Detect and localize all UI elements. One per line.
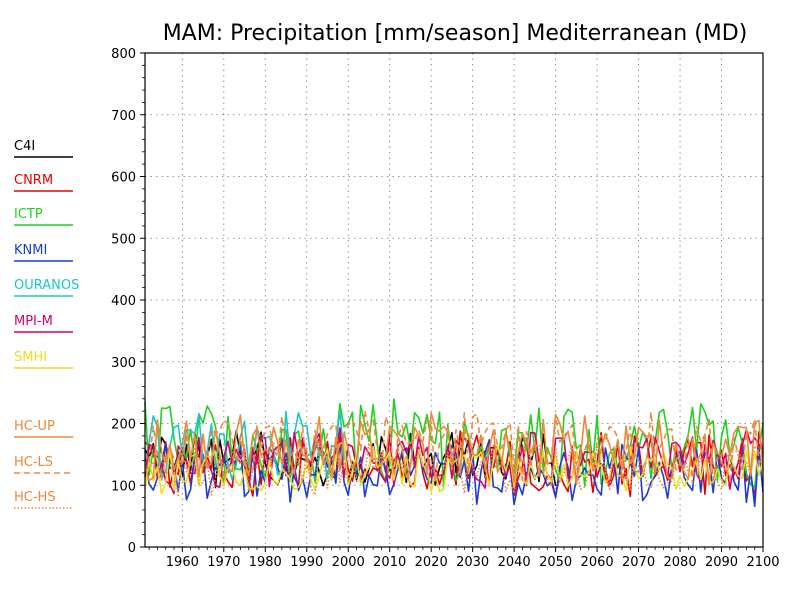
legend-label-knmi: KNMI bbox=[14, 243, 47, 258]
y-tick-label: 600 bbox=[111, 171, 136, 186]
y-axis: 0 100 200 300 400 500 600 700 800 bbox=[111, 47, 145, 556]
y-tick-label: 200 bbox=[111, 418, 136, 433]
x-tick-label: 2020 bbox=[415, 555, 448, 570]
y-tick-label: 0 bbox=[128, 541, 136, 556]
chart-title: MAM: Precipitation [mm/season] Mediterra… bbox=[163, 21, 748, 46]
legend-label-hc-hs: HC-HS bbox=[14, 490, 56, 505]
legend-label-cnrm: CNRM bbox=[14, 173, 53, 188]
x-tick-label: 1990 bbox=[290, 555, 323, 570]
series-layer bbox=[144, 398, 764, 508]
y-tick-label: 800 bbox=[111, 47, 136, 62]
legend-label-c4i: C4I bbox=[14, 139, 35, 154]
x-tick-label: 1980 bbox=[249, 555, 282, 570]
x-tick-label: 2050 bbox=[539, 555, 572, 570]
x-tick-label: 2080 bbox=[664, 555, 697, 570]
legend: C4I CNRM ICTP KNMI OURANOS MPI-M SMHI HC-UP HC-L… bbox=[14, 139, 79, 509]
y-tick-label: 500 bbox=[111, 232, 136, 247]
legend-label-ouranos: OURANOS bbox=[14, 278, 79, 293]
legend-label-smhi: SMHI bbox=[14, 350, 47, 365]
grid bbox=[145, 53, 763, 547]
x-tick-label: 1960 bbox=[166, 555, 199, 570]
legend-label-hc-ls: HC-LS bbox=[14, 455, 53, 470]
y-tick-label: 100 bbox=[111, 479, 136, 494]
x-tick-label: 2040 bbox=[498, 555, 531, 570]
x-tick-label: 2070 bbox=[622, 555, 655, 570]
x-tick-label: 2100 bbox=[746, 555, 779, 570]
x-tick-label: 2060 bbox=[581, 555, 614, 570]
x-tick-label: 1970 bbox=[207, 555, 240, 570]
x-tick-label: 2030 bbox=[456, 555, 489, 570]
series-line-mpi-m bbox=[144, 427, 764, 495]
series-line-hc-hs bbox=[144, 439, 764, 497]
y-tick-label: 700 bbox=[111, 109, 136, 124]
legend-label-mpi-m: MPI-M bbox=[14, 314, 53, 329]
legend-label-hc-up: HC-UP bbox=[14, 419, 55, 434]
series-line-hc-ls bbox=[144, 409, 764, 485]
y-tick-label: 400 bbox=[111, 294, 136, 309]
legend-label-ictp: ICTP bbox=[14, 207, 43, 222]
x-tick-label: 2010 bbox=[373, 555, 406, 570]
x-axis: 1960 1970 1980 1990 2000 2010 2020 2030 2040 2050… bbox=[148, 547, 780, 570]
y-tick-label: 300 bbox=[111, 356, 136, 371]
x-tick-label: 2000 bbox=[332, 555, 365, 570]
x-tick-label: 2090 bbox=[705, 555, 738, 570]
